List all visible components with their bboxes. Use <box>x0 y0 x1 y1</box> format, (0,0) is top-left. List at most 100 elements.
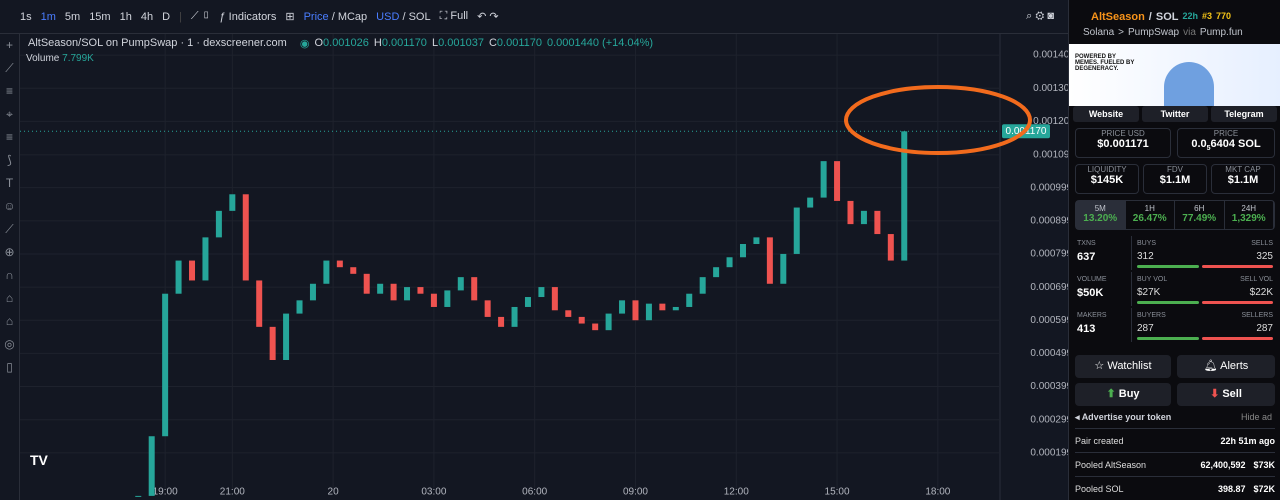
divider <box>1131 272 1132 306</box>
interval[interactable]: 5m <box>64 10 81 23</box>
bar-sell <box>1202 301 1273 304</box>
link[interactable]: Telegram <box>1211 106 1277 122</box>
line-tool[interactable]: ⟋ ▯ <box>190 10 211 22</box>
candle <box>686 293 693 307</box>
price-toggle[interactable]: Price / MCap <box>304 11 368 23</box>
watchlist-button[interactable]: ☆ Watchlist <box>1075 355 1171 378</box>
label: PRICE <box>1213 129 1239 138</box>
interval[interactable]: 15m <box>89 10 111 23</box>
undo[interactable]: ↶ ↷ <box>477 11 499 23</box>
currency-toggle[interactable]: USD / SOL <box>376 11 430 23</box>
legend: AltSeason/SOL on PumpSwap · 1 · dexscree… <box>28 37 653 50</box>
candle <box>874 210 881 235</box>
candle <box>753 237 760 244</box>
sep: > <box>1118 27 1124 38</box>
tool-icons[interactable]: + ⟋ ≡ ⌖ ≡ ⟆ T ☺ ⟋ ⊕ ∩ ⌂ ⌂ ◎ ▯ <box>3 38 16 374</box>
x-tick-label: 12:00 <box>724 487 749 498</box>
v: 0.001170 <box>496 37 542 49</box>
mcap: / MCap <box>331 10 368 23</box>
v: 0.001037 <box>438 37 484 49</box>
interval[interactable]: 1h <box>119 10 132 23</box>
price-usd: PRICE USD $0.001171 <box>1075 128 1171 158</box>
y-tick-label: 0.0002999 <box>1030 414 1068 425</box>
candle <box>484 300 491 317</box>
quote: SOL <box>1155 11 1179 23</box>
sub: 5 <box>1206 145 1211 153</box>
alerts-button[interactable]: 🔔︎ Alerts <box>1177 355 1275 378</box>
candle <box>632 300 639 321</box>
candle <box>713 267 720 278</box>
info-row: Pair created 22h 51m ago <box>1075 428 1275 452</box>
change: 0.0001440 (+14.04%) <box>546 37 654 49</box>
y-tick-label: 0.0005999 <box>1030 315 1068 326</box>
stat-value: 413 <box>1077 323 1096 335</box>
tab[interactable]: 1H 26.47% <box>1126 201 1175 229</box>
candle <box>471 277 478 301</box>
buy-button[interactable]: ⬆ Buy <box>1075 383 1171 406</box>
candle <box>605 313 612 331</box>
candle <box>323 260 330 284</box>
candle <box>565 310 572 317</box>
candle <box>350 267 357 274</box>
candle <box>901 131 908 261</box>
candle <box>363 273 370 294</box>
tab[interactable]: 5M 13.20% <box>1076 201 1126 229</box>
candle <box>672 306 679 311</box>
stats: TXNS 637 BUYS 312 SELLS 325 VOLUME $50K BUY VOL $… <box>1075 236 1275 346</box>
label: Indicators <box>228 10 277 23</box>
label: Advertise your token <box>1081 412 1172 422</box>
value: $1.1M <box>1227 174 1259 186</box>
interval[interactable]: 1m <box>40 10 56 23</box>
v: 0.001170 <box>381 37 427 49</box>
candle <box>726 257 733 268</box>
tab-change: 13.20% <box>1083 213 1118 224</box>
value: 62,400,592 <box>1200 459 1246 470</box>
tab[interactable]: 6H 77.49% <box>1175 201 1225 229</box>
indicators[interactable]: ƒ Indicators <box>219 10 277 23</box>
label: Alerts <box>1220 360 1249 372</box>
mkt-cap: MKT CAP $1.1M <box>1211 164 1275 194</box>
x-tick-label: 06:00 <box>522 487 547 498</box>
y-tick-label: 0.0008999 <box>1030 215 1068 226</box>
stat-value: 637 <box>1077 251 1096 263</box>
b: 6404 SOL <box>1210 138 1261 150</box>
banner-art <box>1164 62 1214 106</box>
interval[interactable]: 1s <box>20 10 32 23</box>
label: MKT CAP <box>1225 165 1261 174</box>
candle <box>820 161 827 198</box>
label: PRICE USD <box>1101 129 1145 138</box>
candle <box>766 237 773 284</box>
sell-button[interactable]: ⬇ Sell <box>1177 383 1275 406</box>
fdv: FDV $1.1M <box>1143 164 1207 194</box>
intervals: 1s 1m 5m 15m 1h 4h D <box>20 11 170 23</box>
divider <box>1131 236 1132 270</box>
tab[interactable]: 24H 1,329% <box>1225 201 1274 229</box>
stat-value: 325 <box>1256 251 1273 262</box>
k: Volume <box>26 53 60 64</box>
hide-ad[interactable]: Hide ad <box>1240 412 1272 422</box>
candle <box>780 253 787 284</box>
tools-right[interactable]: ⌕ ⚙ ◙ <box>1026 10 1054 22</box>
candle <box>175 260 182 294</box>
annotation-circle <box>844 85 1032 155</box>
stat-label: BUYERS <box>1137 312 1166 319</box>
interval[interactable]: 4h <box>140 10 154 23</box>
pair-info: Pair created 22h 51m ago Pooled AltSeason 6… <box>1075 428 1275 500</box>
age: 22h <box>1182 11 1198 21</box>
tv-logo: TV <box>30 452 48 468</box>
link[interactable]: Twitter <box>1142 106 1208 122</box>
full[interactable]: ⛶ Full <box>439 10 469 22</box>
tab-label: 6H <box>1194 204 1205 213</box>
layout[interactable]: ⊞ <box>285 11 295 23</box>
interval[interactable]: D <box>162 10 171 23</box>
h: H0.001170 <box>374 37 427 50</box>
advertise[interactable]: ◂ Advertise your token <box>1075 412 1172 422</box>
candle <box>793 207 800 254</box>
candle <box>202 237 209 281</box>
link[interactable]: Website <box>1073 106 1139 122</box>
pair-header: AltSeason / SOL 22h #3 770 <box>1091 11 1231 23</box>
candle <box>390 283 397 301</box>
boosts: 770 <box>1216 11 1232 21</box>
stat-value: $22K <box>1249 287 1273 298</box>
